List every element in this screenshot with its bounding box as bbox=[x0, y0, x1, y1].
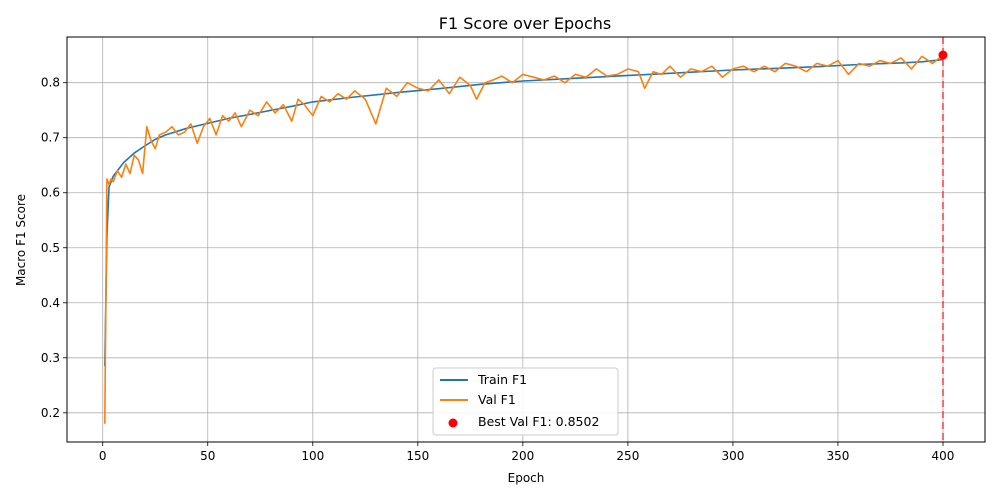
y-tick-label: 0.5 bbox=[41, 241, 60, 255]
x-axis-title: Epoch bbox=[508, 471, 545, 485]
y-axis: 0.2 0.3 0.4 0.5 0.6 0.7 0.8 bbox=[41, 76, 67, 420]
x-tick-label: 100 bbox=[301, 449, 324, 463]
x-axis: 0 50 100 150 200 250 300 350 400 bbox=[99, 442, 955, 463]
x-tick-label: 350 bbox=[826, 449, 849, 463]
plot-frame bbox=[66, 36, 986, 443]
x-tick-label: 300 bbox=[721, 449, 744, 463]
series-line-train bbox=[104, 58, 944, 367]
legend-box bbox=[432, 367, 619, 436]
best-val-point bbox=[938, 50, 948, 60]
series-layer bbox=[104, 54, 944, 424]
x-tick-label: 400 bbox=[932, 449, 955, 463]
x-tick-label: 200 bbox=[511, 449, 534, 463]
y-tick-label: 0.4 bbox=[41, 296, 60, 310]
x-tick-label: 50 bbox=[200, 449, 215, 463]
x-tick-label: 250 bbox=[616, 449, 639, 463]
y-tick-label: 0.2 bbox=[41, 406, 60, 420]
x-tick-label: 0 bbox=[99, 449, 107, 463]
chart-title: F1 Score over Epochs bbox=[439, 14, 611, 33]
marker-layer bbox=[938, 37, 948, 442]
legend-swatch-best bbox=[448, 418, 458, 428]
legend-label-best: Best Val F1: 0.8502 bbox=[478, 414, 599, 429]
y-tick-label: 0.8 bbox=[41, 76, 60, 90]
plot-area bbox=[66, 36, 986, 443]
y-tick-label: 0.7 bbox=[41, 131, 60, 145]
x-tick-label: 150 bbox=[406, 449, 429, 463]
y-tick-label: 0.3 bbox=[41, 351, 60, 365]
y-tick-label: 0.6 bbox=[41, 186, 60, 200]
legend: Train F1 Val F1 Best Val F1: 0.8502 bbox=[432, 367, 619, 436]
legend-label-val: Val F1 bbox=[478, 392, 516, 407]
y-axis-title: Macro F1 Score bbox=[14, 194, 28, 286]
legend-label-train: Train F1 bbox=[477, 372, 527, 387]
grid bbox=[67, 37, 985, 442]
series-line-val bbox=[104, 54, 944, 424]
